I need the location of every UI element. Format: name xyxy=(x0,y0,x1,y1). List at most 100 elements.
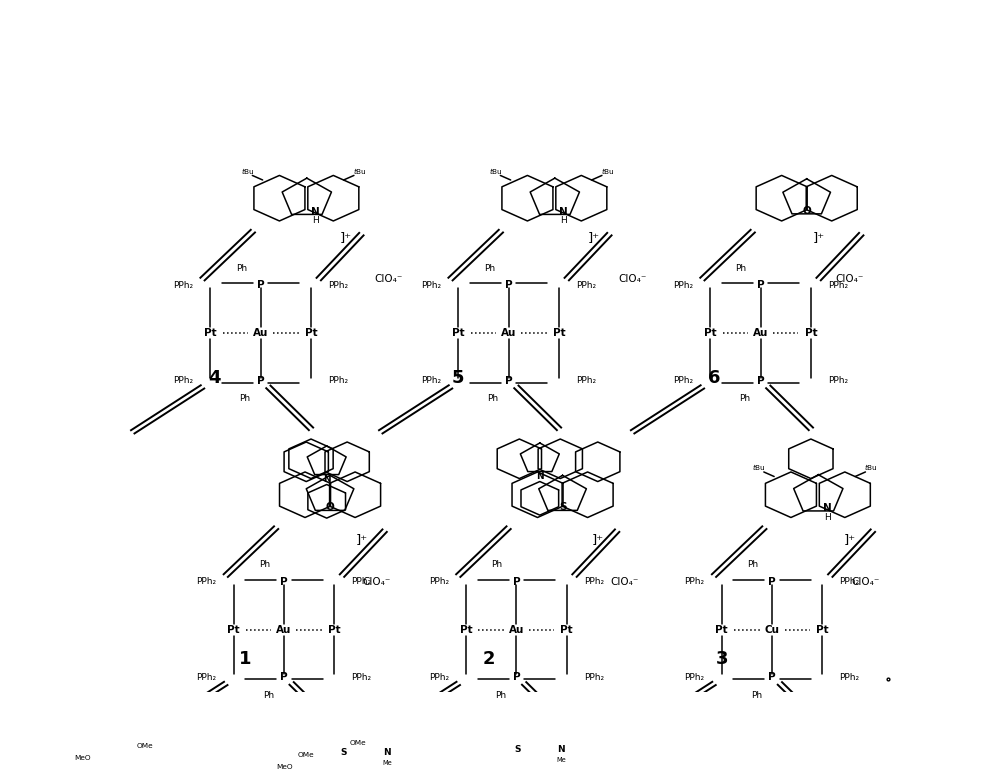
Text: PPh₂: PPh₂ xyxy=(429,577,449,586)
Text: Pt: Pt xyxy=(816,625,829,635)
Text: Pt: Pt xyxy=(715,625,728,635)
Text: N: N xyxy=(311,207,320,217)
Text: OMe: OMe xyxy=(350,741,366,746)
Text: Ph: Ph xyxy=(491,560,503,569)
Text: PPh₂: PPh₂ xyxy=(196,673,216,682)
Text: PPh₂: PPh₂ xyxy=(576,281,596,289)
Text: ]⁺: ]⁺ xyxy=(592,533,604,546)
Text: Pt: Pt xyxy=(452,328,465,338)
Text: PPh₂: PPh₂ xyxy=(351,577,371,586)
Text: N: N xyxy=(536,472,544,481)
Text: Pt: Pt xyxy=(560,625,573,635)
Text: Ph: Ph xyxy=(240,394,251,403)
Text: Ph: Ph xyxy=(747,560,758,569)
Text: 6: 6 xyxy=(708,369,720,387)
Text: $t$Bu: $t$Bu xyxy=(353,166,367,176)
Text: PPh₂: PPh₂ xyxy=(351,673,371,682)
Text: Ph: Ph xyxy=(263,691,274,700)
Text: ]⁺: ]⁺ xyxy=(813,230,825,244)
Text: PPh₂: PPh₂ xyxy=(421,377,441,385)
Text: $t$Bu: $t$Bu xyxy=(601,166,615,176)
Text: P: P xyxy=(757,376,764,386)
Text: Me: Me xyxy=(556,757,566,763)
Text: ]⁺: ]⁺ xyxy=(340,230,352,244)
Text: ClO₄⁻: ClO₄⁻ xyxy=(851,576,879,587)
Text: MeO: MeO xyxy=(277,764,293,770)
Text: N: N xyxy=(557,745,565,754)
Text: ClO₄⁻: ClO₄⁻ xyxy=(374,274,403,284)
Text: P: P xyxy=(768,672,776,682)
Text: Au: Au xyxy=(501,328,516,338)
Text: P: P xyxy=(505,376,512,386)
Text: PPh₂: PPh₂ xyxy=(685,577,705,586)
Text: OMe: OMe xyxy=(136,744,153,749)
Text: PPh₂: PPh₂ xyxy=(828,281,848,289)
Text: ClO₄⁻: ClO₄⁻ xyxy=(618,274,647,284)
Text: P: P xyxy=(505,280,512,290)
Text: S: S xyxy=(559,503,566,512)
Text: PPh₂: PPh₂ xyxy=(584,673,604,682)
Text: S: S xyxy=(514,745,521,754)
Text: Au: Au xyxy=(276,625,292,635)
Text: P: P xyxy=(257,376,264,386)
Text: MeO: MeO xyxy=(74,755,90,762)
Text: $t$Bu: $t$Bu xyxy=(752,462,766,472)
Text: Pt: Pt xyxy=(805,328,817,338)
Text: H: H xyxy=(824,513,831,522)
Text: 4: 4 xyxy=(208,369,220,387)
Text: Pt: Pt xyxy=(305,328,317,338)
Text: P: P xyxy=(757,280,764,290)
Text: Cu: Cu xyxy=(765,625,780,635)
Text: PPh₂: PPh₂ xyxy=(328,281,348,289)
Text: PPh₂: PPh₂ xyxy=(673,281,693,289)
Text: OMe: OMe xyxy=(297,752,314,759)
Text: PPh₂: PPh₂ xyxy=(328,377,348,385)
Text: PPh₂: PPh₂ xyxy=(173,281,193,289)
Text: H: H xyxy=(560,216,567,226)
Text: Pt: Pt xyxy=(204,328,217,338)
Text: PPh₂: PPh₂ xyxy=(840,673,860,682)
Text: PPh₂: PPh₂ xyxy=(576,377,596,385)
Text: ]⁺: ]⁺ xyxy=(588,230,600,244)
Text: Pt: Pt xyxy=(553,328,565,338)
Text: P: P xyxy=(280,576,288,587)
Text: PPh₂: PPh₂ xyxy=(685,673,705,682)
Text: PPh₂: PPh₂ xyxy=(673,377,693,385)
Text: $t$Bu: $t$Bu xyxy=(241,166,255,176)
Text: 3: 3 xyxy=(716,650,728,668)
Text: PPh₂: PPh₂ xyxy=(421,281,441,289)
Text: S: S xyxy=(340,748,346,757)
Text: H: H xyxy=(312,216,319,226)
Text: N: N xyxy=(323,475,331,484)
Text: PPh₂: PPh₂ xyxy=(828,377,848,385)
Text: Ph: Ph xyxy=(259,560,270,569)
Text: ClO₄⁻: ClO₄⁻ xyxy=(835,274,864,284)
Text: PPh₂: PPh₂ xyxy=(584,577,604,586)
Text: Au: Au xyxy=(753,328,768,338)
Text: P: P xyxy=(280,672,288,682)
Text: Au: Au xyxy=(253,328,268,338)
Text: Ph: Ph xyxy=(739,394,751,403)
Text: O: O xyxy=(326,503,334,512)
Text: $t$Bu: $t$Bu xyxy=(489,166,503,176)
Text: Ph: Ph xyxy=(751,691,762,700)
Text: PPh₂: PPh₂ xyxy=(840,577,860,586)
Text: Ph: Ph xyxy=(736,264,747,273)
Text: Au: Au xyxy=(509,625,524,635)
Text: PPh₂: PPh₂ xyxy=(173,377,193,385)
Text: 1: 1 xyxy=(239,650,251,668)
Text: Ph: Ph xyxy=(484,264,495,273)
Text: Pt: Pt xyxy=(460,625,472,635)
Text: PPh₂: PPh₂ xyxy=(429,673,449,682)
Text: P: P xyxy=(513,576,520,587)
Text: Pt: Pt xyxy=(328,625,341,635)
Text: P: P xyxy=(513,672,520,682)
Text: Ph: Ph xyxy=(495,691,506,700)
Text: P: P xyxy=(257,280,264,290)
Text: N: N xyxy=(559,207,568,217)
Text: 5: 5 xyxy=(452,369,464,387)
Text: ClO₄⁻: ClO₄⁻ xyxy=(611,576,639,587)
Text: ]⁺: ]⁺ xyxy=(355,533,367,546)
Text: 2: 2 xyxy=(483,650,496,668)
Text: Ph: Ph xyxy=(236,264,247,273)
